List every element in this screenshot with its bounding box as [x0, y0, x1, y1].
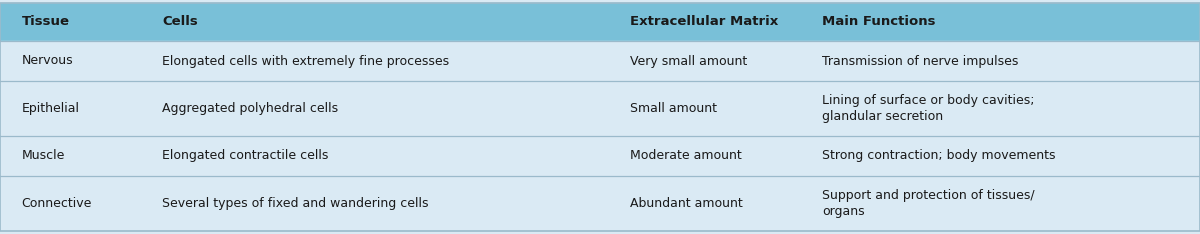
- Bar: [0, 136, 1200, 176]
- Bar: [0, 41, 1200, 81]
- Bar: [0, 81, 1200, 136]
- Text: Support and protection of tissues/
organs: Support and protection of tissues/ organ…: [822, 189, 1034, 218]
- Text: Extracellular Matrix: Extracellular Matrix: [630, 15, 779, 29]
- Text: Lining of surface or body cavities;
glandular secretion: Lining of surface or body cavities; glan…: [822, 94, 1034, 123]
- Text: Elongated contractile cells: Elongated contractile cells: [162, 150, 329, 162]
- Text: Strong contraction; body movements: Strong contraction; body movements: [822, 150, 1056, 162]
- Text: Tissue: Tissue: [22, 15, 70, 29]
- Text: Cells: Cells: [162, 15, 198, 29]
- Text: Abundant amount: Abundant amount: [630, 197, 743, 210]
- Bar: [0, 176, 1200, 231]
- Text: Transmission of nerve impulses: Transmission of nerve impulses: [822, 55, 1019, 67]
- Text: Connective: Connective: [22, 197, 92, 210]
- Text: Small amount: Small amount: [630, 102, 718, 115]
- Text: Nervous: Nervous: [22, 55, 73, 67]
- Text: Several types of fixed and wandering cells: Several types of fixed and wandering cel…: [162, 197, 428, 210]
- Text: Muscle: Muscle: [22, 150, 65, 162]
- Text: Main Functions: Main Functions: [822, 15, 936, 29]
- Text: Elongated cells with extremely fine processes: Elongated cells with extremely fine proc…: [162, 55, 449, 67]
- Text: Very small amount: Very small amount: [630, 55, 748, 67]
- Text: Epithelial: Epithelial: [22, 102, 79, 115]
- Bar: [0, 3, 1200, 41]
- Text: Moderate amount: Moderate amount: [630, 150, 742, 162]
- Text: Aggregated polyhedral cells: Aggregated polyhedral cells: [162, 102, 338, 115]
